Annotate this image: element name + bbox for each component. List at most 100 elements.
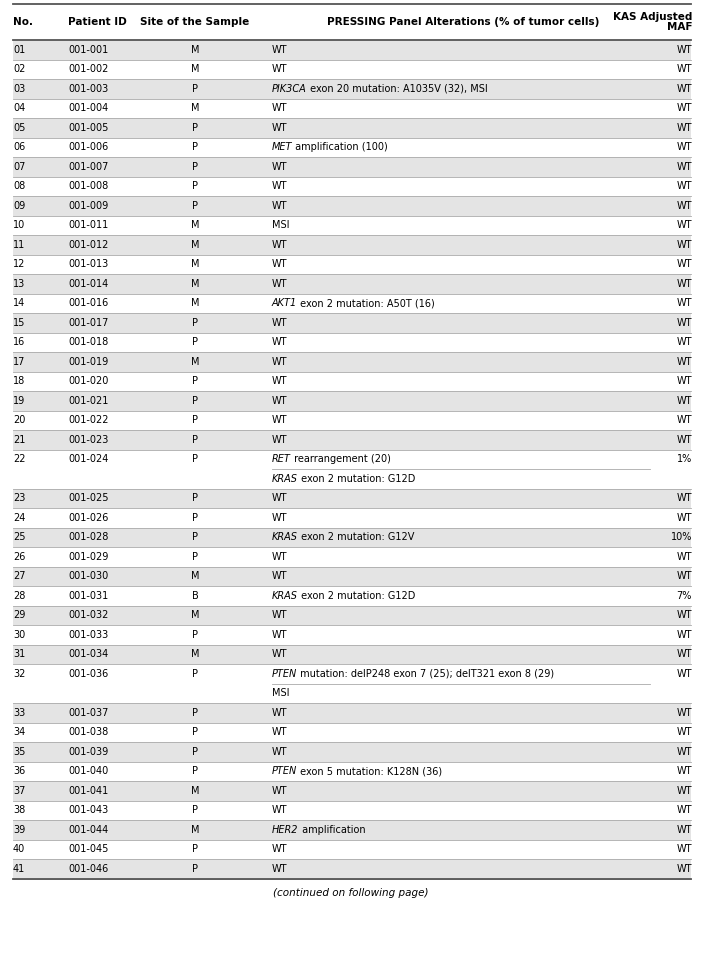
Text: KRAS: KRAS	[272, 591, 298, 601]
Text: 001-041: 001-041	[68, 786, 108, 795]
Text: 001-021: 001-021	[68, 396, 109, 406]
Text: WT: WT	[676, 551, 692, 562]
Text: Patient ID: Patient ID	[68, 17, 127, 27]
Text: P: P	[192, 415, 198, 425]
Text: P: P	[192, 84, 198, 94]
Text: M: M	[191, 65, 199, 74]
Text: WT: WT	[272, 240, 287, 250]
Text: exon 2 mutation: G12D: exon 2 mutation: G12D	[298, 473, 416, 484]
Text: 001-037: 001-037	[68, 708, 109, 718]
Text: 001-036: 001-036	[68, 669, 108, 679]
Text: WT: WT	[676, 766, 692, 776]
Bar	[13, 567, 691, 586]
Text: 001-045: 001-045	[68, 844, 109, 854]
Text: 001-020: 001-020	[68, 376, 109, 387]
Text: WT: WT	[272, 396, 287, 406]
Text: WT: WT	[676, 610, 692, 620]
Text: WT: WT	[272, 201, 287, 211]
Text: 001-014: 001-014	[68, 279, 108, 289]
Text: WT: WT	[272, 376, 287, 387]
Text: WT: WT	[676, 864, 692, 873]
Bar	[13, 605, 691, 625]
Bar	[13, 40, 691, 60]
Text: exon 2 mutation: G12D: exon 2 mutation: G12D	[298, 591, 416, 601]
Bar	[13, 118, 691, 138]
Text: P: P	[192, 532, 198, 543]
Bar	[13, 196, 691, 216]
Text: 14: 14	[13, 298, 25, 308]
Text: WT: WT	[272, 44, 287, 55]
Bar	[13, 79, 691, 98]
Text: exon 5 mutation: K128N (36): exon 5 mutation: K128N (36)	[297, 766, 442, 776]
Text: WT: WT	[272, 318, 287, 328]
Text: P: P	[192, 143, 198, 152]
Text: WT: WT	[272, 610, 287, 620]
Text: PTEN: PTEN	[272, 766, 297, 776]
Bar	[13, 820, 691, 840]
Text: AKT1: AKT1	[272, 298, 297, 308]
Text: P: P	[192, 396, 198, 406]
Text: P: P	[192, 747, 198, 757]
Text: 27: 27	[13, 572, 25, 581]
Text: WT: WT	[272, 435, 287, 444]
Text: 31: 31	[13, 649, 25, 659]
Text: MAF: MAF	[667, 22, 692, 33]
Text: 001-011: 001-011	[68, 220, 108, 230]
Text: WT: WT	[272, 494, 287, 503]
Text: P: P	[192, 181, 198, 191]
Text: 001-006: 001-006	[68, 143, 108, 152]
Text: 37: 37	[13, 786, 25, 795]
Text: exon 20 mutation: A1035V (32), MSI: exon 20 mutation: A1035V (32), MSI	[307, 84, 487, 94]
Text: WT: WT	[676, 415, 692, 425]
Text: P: P	[192, 551, 198, 562]
Text: 38: 38	[13, 805, 25, 816]
Text: 001-003: 001-003	[68, 84, 108, 94]
Text: 29: 29	[13, 610, 25, 620]
Text: (continued on following page): (continued on following page)	[273, 888, 428, 897]
Text: WT: WT	[676, 396, 692, 406]
Text: mutation: delP248 exon 7 (25); delT321 exon 8 (29): mutation: delP248 exon 7 (25); delT321 e…	[297, 669, 554, 679]
Text: 39: 39	[13, 825, 25, 835]
Text: WT: WT	[272, 357, 287, 366]
Text: 001-016: 001-016	[68, 298, 108, 308]
Text: 001-005: 001-005	[68, 122, 109, 133]
Text: WT: WT	[676, 708, 692, 718]
Text: WT: WT	[676, 259, 692, 269]
Text: P: P	[192, 122, 198, 133]
Text: 28: 28	[13, 591, 25, 601]
Bar	[13, 352, 691, 371]
Text: PTEN: PTEN	[272, 669, 297, 679]
Text: WT: WT	[676, 143, 692, 152]
Text: 1%: 1%	[676, 454, 692, 465]
Text: 41: 41	[13, 864, 25, 873]
Text: 10: 10	[13, 220, 25, 230]
Text: 001-023: 001-023	[68, 435, 109, 444]
Text: M: M	[191, 44, 199, 55]
Text: WT: WT	[272, 279, 287, 289]
Text: 11: 11	[13, 240, 25, 250]
Bar	[13, 645, 691, 664]
Text: 19: 19	[13, 396, 25, 406]
Text: 12: 12	[13, 259, 25, 269]
Text: P: P	[192, 805, 198, 816]
Text: WT: WT	[676, 747, 692, 757]
Text: P: P	[192, 162, 198, 172]
Text: WT: WT	[676, 103, 692, 113]
Text: 001-012: 001-012	[68, 240, 109, 250]
Bar	[13, 235, 691, 254]
Text: 18: 18	[13, 376, 25, 387]
Text: 001-031: 001-031	[68, 591, 108, 601]
Bar	[13, 157, 691, 176]
Text: 001-001: 001-001	[68, 44, 108, 55]
Text: P: P	[192, 844, 198, 854]
Text: 33: 33	[13, 708, 25, 718]
Text: M: M	[191, 610, 199, 620]
Text: WT: WT	[272, 708, 287, 718]
Bar	[13, 781, 691, 800]
Text: 001-030: 001-030	[68, 572, 108, 581]
Text: WT: WT	[676, 669, 692, 679]
Text: WT: WT	[676, 572, 692, 581]
Text: No.: No.	[13, 17, 33, 27]
Text: 001-017: 001-017	[68, 318, 109, 328]
Text: P: P	[192, 337, 198, 347]
